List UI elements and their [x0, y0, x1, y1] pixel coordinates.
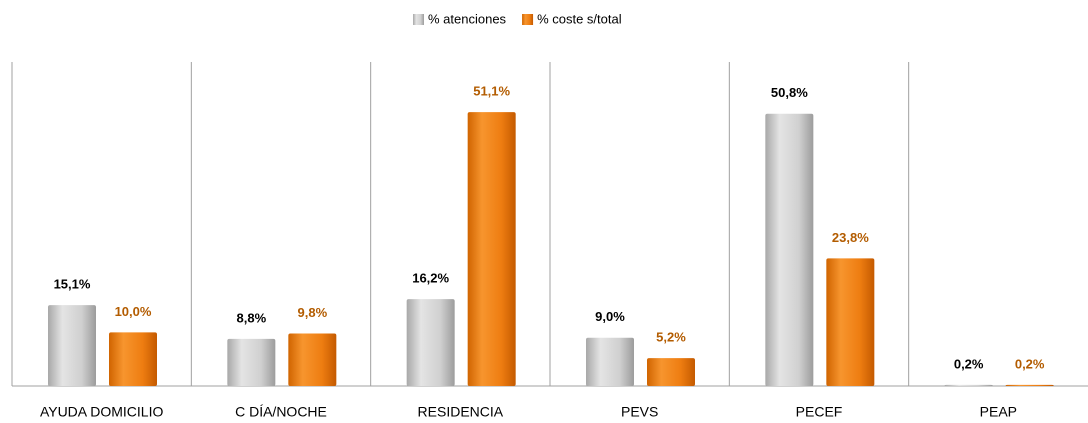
legend-swatch: [522, 14, 534, 25]
x-tick-label: AYUDA DOMICILIO: [40, 404, 164, 420]
bar: [586, 337, 634, 386]
value-label: 16,2%: [412, 271, 449, 286]
bar: [227, 338, 276, 386]
value-label: 9,0%: [595, 309, 625, 324]
value-label: 0,2%: [954, 356, 984, 371]
bar: [288, 333, 337, 386]
value-label: 15,1%: [54, 277, 91, 292]
x-tick-label: RESIDENCIA: [418, 404, 504, 420]
bar: [826, 258, 875, 386]
x-tick-label: PEAP: [980, 404, 1017, 420]
value-label: 23,8%: [832, 230, 869, 245]
value-label: 0,2%: [1015, 356, 1045, 371]
value-label: 10,0%: [115, 304, 152, 319]
x-tick-label: C DÍA/NOCHE: [235, 404, 327, 420]
value-label: 9,8%: [298, 305, 328, 320]
bar: [944, 384, 993, 386]
bar: [467, 112, 516, 386]
value-label: 8,8%: [237, 310, 267, 325]
value-label: 50,8%: [771, 85, 808, 100]
value-label: 5,2%: [656, 330, 686, 345]
bar: [48, 305, 96, 386]
bar: [647, 358, 695, 386]
bar: [109, 332, 157, 386]
bar: [1005, 384, 1054, 386]
legend-label: % atenciones: [428, 11, 507, 26]
bar: [406, 299, 455, 386]
value-label: 51,1%: [473, 84, 510, 99]
x-tick-label: PEVS: [621, 404, 658, 420]
legend-label: % coste s/total: [537, 11, 622, 26]
x-tick-label: PECEF: [796, 404, 843, 420]
legend-swatch: [413, 14, 424, 25]
bar: [765, 113, 814, 386]
